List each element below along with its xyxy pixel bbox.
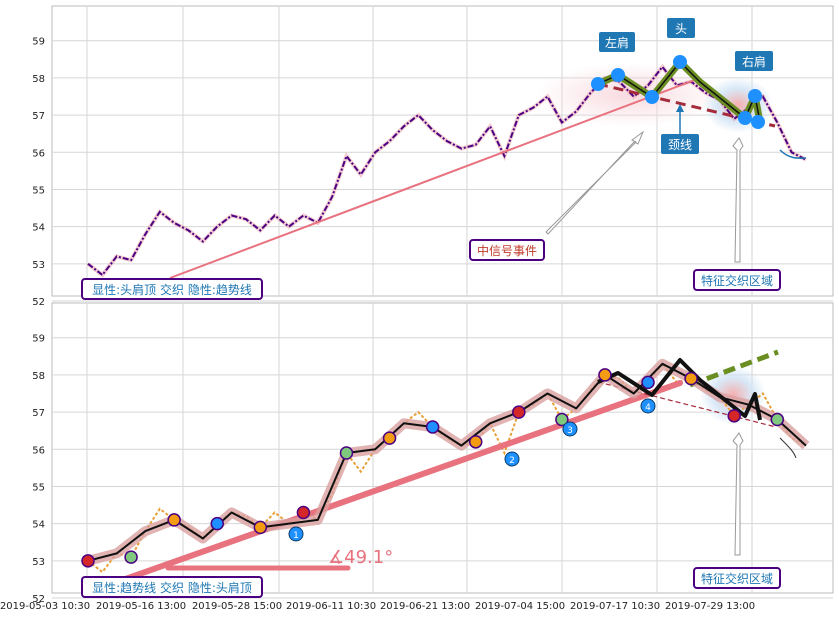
badge-right-shoulder-text: 右肩 [742,54,766,69]
wave-marker [468,435,483,449]
projection-arrow-bottom [779,437,797,459]
badge-right-shoulder: 右肩 [735,51,773,71]
wave-marker [296,505,311,520]
legend-box-top: 显性:头肩顶 交织 隐性:趋势线 [81,278,263,300]
event-box: 中信号事件 [469,239,545,261]
wave-marker [339,446,354,460]
pivot-marker [591,77,605,91]
top-grid: 52 53 54 55 56 57 58 59 [32,6,833,308]
channel-dashed-green [689,349,779,388]
svg-text:1: 1 [293,531,299,541]
y-tick-label: 52 [32,297,45,308]
top-trend-line [169,77,701,279]
x-tick-label: 2019-05-03 10:30 [0,601,90,612]
wave-number-1: 1 [288,526,304,542]
event-text: 中信号事件 [477,243,537,258]
wave-marker [425,420,440,434]
y-tick-label: 55 [32,482,45,493]
badge-left-shoulder: 左肩 [599,32,635,52]
y-tick-label: 56 [32,445,45,456]
hs-bottom-line [597,358,762,421]
pivot-marker [611,68,625,82]
wave-marker [210,516,224,531]
wave-marker [684,371,698,386]
legend-box-bottom: 显性:趋势线 交织 隐性:头肩顶 [81,576,263,598]
wave-marker [598,368,612,382]
y-tick-label: 53 [32,557,45,568]
legend-text-bottom: 显性:趋势线 交织 隐性:头肩顶 [92,580,252,595]
y-tick-label: 56 [32,148,45,159]
y-tick-label: 59 [32,334,45,345]
bottom-trend-line [97,380,683,591]
angle-label: ∡49.1° [328,547,393,568]
pivot-marker [748,89,762,103]
projection-arrow-top [779,149,807,159]
interweave-text-top: 特征交织区域 [701,273,773,288]
wave-number-2: 2 [504,451,520,467]
y-tick-label: 54 [32,223,45,234]
badge-left-shoulder-text: 左肩 [605,35,629,50]
interweave-box-top: 特征交织区域 [693,269,781,291]
neckline-bottom [597,381,777,428]
legend-text-top: 显性:头肩顶 交织 隐性:趋势线 [92,282,252,297]
x-tick-label: 2019-07-04 15:00 [475,601,565,612]
x-axis: 2019-05-03 10:30 2019-05-16 13:00 2019-05-… [0,601,755,612]
pivot-marker [738,111,752,125]
pivot-marker [645,90,659,104]
y-tick-label: 55 [32,185,45,196]
svg-text:3: 3 [567,426,573,436]
top-pivots [591,55,765,129]
interweave-text-bottom: 特征交织区域 [701,571,773,586]
y-tick-label: 53 [32,260,45,271]
svg-text:2: 2 [509,456,515,466]
wave-marker [770,412,785,427]
wave-marker [555,412,569,427]
y-tick-label: 58 [32,74,45,85]
x-tick-label: 2019-06-21 13:00 [380,601,470,612]
wave-marker [641,375,655,390]
wave-number-4: 4 [640,398,656,414]
wave-marker [727,409,741,423]
wave-marker [81,554,95,568]
wave-number-3: 3 [562,421,578,437]
y-tick-label: 57 [32,111,45,122]
x-tick-label: 2019-07-29 13:00 [665,601,755,612]
badge-neckline-text: 颈线 [668,138,692,152]
x-tick-label: 2019-05-28 15:00 [192,601,282,612]
badge-head-text: 头 [675,22,687,36]
wave-markers [81,368,785,568]
x-tick-label: 2019-07-17 10:30 [570,601,660,612]
x-tick-label: 2019-05-16 13:00 [96,601,186,612]
badge-head: 头 [667,18,695,38]
wave-marker [382,431,397,445]
y-tick-label: 59 [32,37,45,48]
pivot-marker [751,115,765,129]
bottom-panel-frame [51,302,834,594]
y-tick-label: 57 [32,408,45,419]
svg-text:4: 4 [645,403,651,413]
wave-marker [167,513,181,527]
badge-neckline: 颈线 [661,104,699,154]
interweave-box-bottom: 特征交织区域 [693,567,781,589]
top-panel-frame [51,5,834,297]
wave-marker [124,550,138,564]
interweave-arrow-bottom [732,432,744,556]
y-tick-label: 52 [32,594,45,605]
interweave-arrow-top [732,137,744,263]
wave-marker [512,405,526,419]
y-tick-label: 54 [32,520,45,531]
x-tick-label: 2019-06-11 10:30 [286,601,376,612]
pivot-marker [673,55,687,69]
y-tick-label: 58 [32,371,45,382]
wave-marker [253,520,268,535]
event-arrow [545,130,645,235]
